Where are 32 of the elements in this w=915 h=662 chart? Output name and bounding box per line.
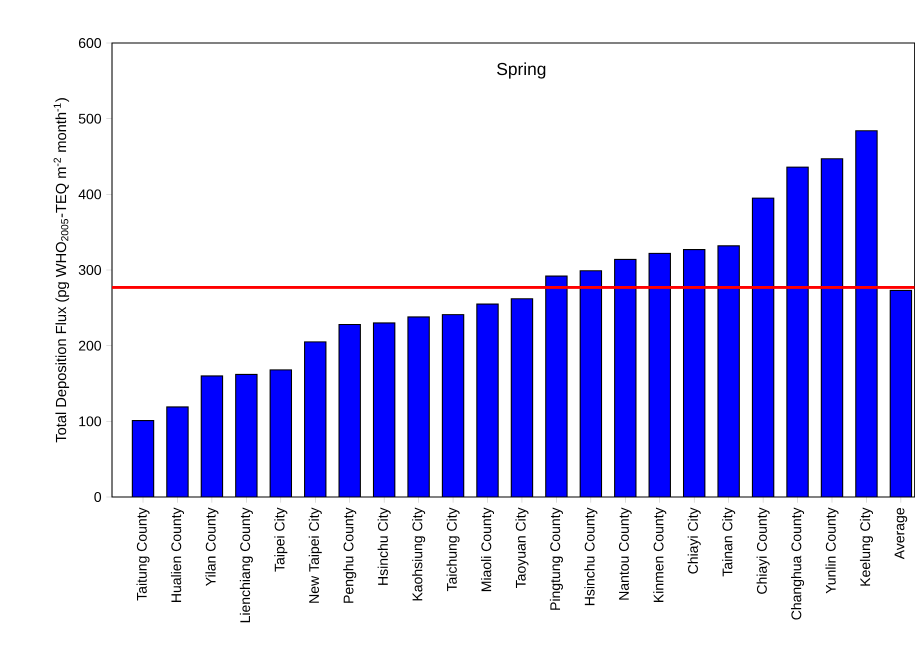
x-tick-label: Yunlin County — [825, 507, 839, 594]
x-tick-label: Pingtung County — [550, 507, 563, 610]
x-tick-label: Nantou County — [618, 507, 632, 600]
y-tick-label: 200 — [78, 340, 102, 351]
x-tick-label: Average — [894, 508, 908, 560]
y-tick-label: 400 — [78, 189, 102, 200]
x-tick-label: Kinmen County — [653, 507, 666, 602]
x-tick-label: Keelung City — [860, 507, 873, 586]
x-tick-label: Penghu County — [343, 507, 356, 603]
x-tick-label: Taitung County — [136, 507, 150, 600]
x-tick-label: Taichung City — [446, 507, 460, 592]
x-tick-label: Lienchiang County — [240, 507, 253, 622]
x-tick-label: Miaoli County — [480, 507, 494, 592]
y-axis-title: Total Deposition Flux (pg WHO$_{2005}$-TEQ m$^{-2}$ month$^{-1}$) — [54, 98, 70, 442]
x-tick-label: Yilan County — [205, 507, 218, 586]
y-tick-label: 0 — [94, 492, 102, 502]
y-tick-label: 100 — [79, 416, 102, 426]
x-tick-label: Kaohsiung City — [412, 507, 426, 600]
y-tick-label: 500 — [78, 114, 102, 124]
y-tick-label: 300 — [78, 265, 102, 275]
text: Spring — [497, 62, 546, 79]
x-tick-label: Taoyuan City — [515, 507, 528, 588]
x-tick-label: Chiayi County — [756, 507, 770, 594]
x-tick-label: Taipei City — [274, 507, 288, 572]
y-tick-label: 600 — [78, 38, 102, 48]
x-tick-label: Hsinchu County — [584, 507, 598, 606]
x-tick-label: New Taipei City — [308, 507, 322, 603]
x-tick-label: Hsinchu City — [378, 507, 391, 585]
x-tick-label: Changhua County — [791, 507, 804, 620]
x-tick-label: Chiayi City — [688, 507, 701, 574]
x-tick-label: Tainan City — [722, 507, 736, 576]
x-tick-label: Hualien County — [170, 507, 184, 602]
